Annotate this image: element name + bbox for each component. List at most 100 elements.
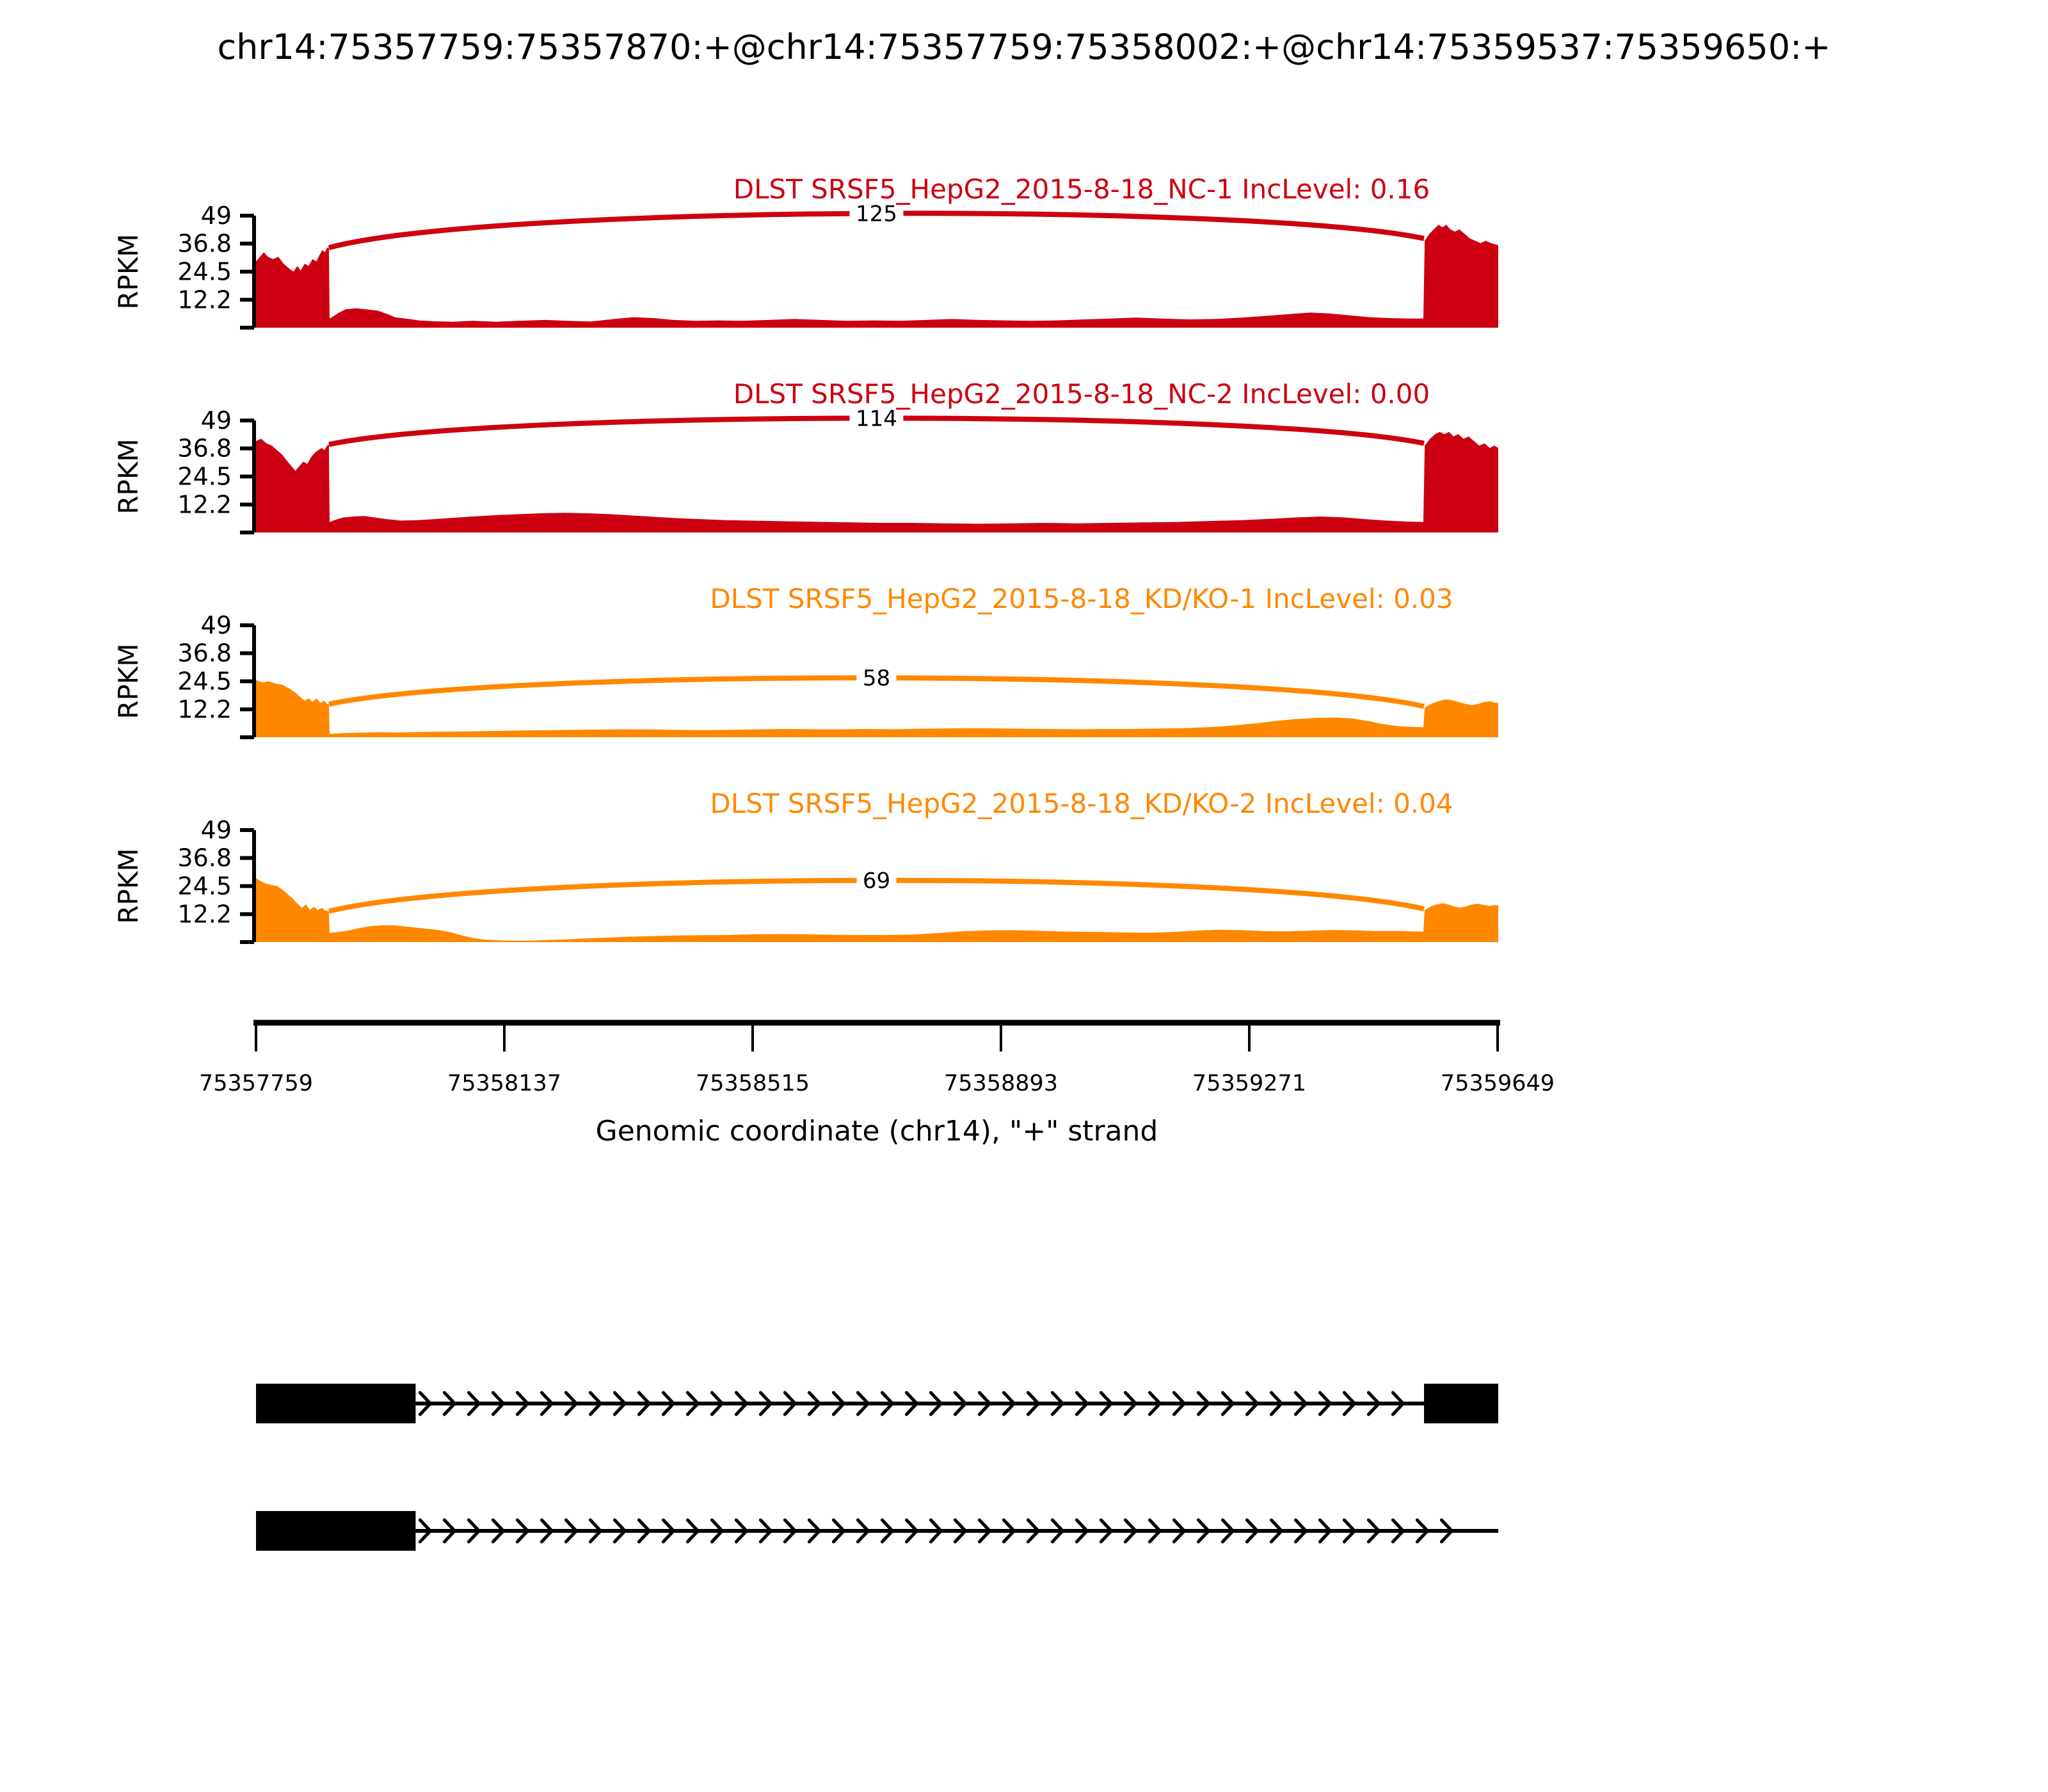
x-tick-label: 75358515 — [696, 1071, 810, 1096]
figure-title: chr14:75357759:75357870:+@chr14:75357759… — [217, 27, 1831, 67]
junction-count-label: 125 — [856, 201, 897, 227]
strand-arrow-icon — [710, 1391, 724, 1416]
y-tick-label: 36.8 — [177, 844, 232, 872]
strand-arrow-icon — [1050, 1518, 1065, 1544]
strand-arrow-icon — [515, 1518, 530, 1544]
strand-arrow-icon — [1050, 1391, 1065, 1416]
strand-arrow-icon — [1245, 1391, 1260, 1416]
junction-count-label: 114 — [856, 406, 897, 431]
strand-arrow-icon — [831, 1518, 846, 1544]
junction-count-label: 69 — [863, 868, 890, 894]
strand-arrow-icon — [467, 1391, 481, 1416]
strand-arrow-icon — [953, 1518, 968, 1544]
strand-arrow-icon — [1439, 1518, 1454, 1544]
junction-label-backing — [856, 865, 897, 896]
exon-box — [256, 1384, 416, 1423]
y-axis-title: RPKM — [113, 438, 144, 514]
exon-box — [256, 1511, 416, 1551]
strand-arrow-icon — [418, 1391, 433, 1416]
strand-arrow-icon — [977, 1518, 992, 1544]
strand-arrow-icon — [685, 1518, 700, 1544]
strand-arrow-icon — [977, 1391, 992, 1416]
strand-arrow-icon — [1366, 1518, 1381, 1544]
y-tick-label: 12.2 — [177, 490, 232, 518]
strand-arrow-icon — [929, 1391, 943, 1416]
strand-arrow-icon — [783, 1518, 797, 1544]
strand-arrow-icon — [1391, 1518, 1405, 1544]
strand-arrow-icon — [1342, 1391, 1357, 1416]
strand-arrow-icon — [491, 1391, 506, 1416]
strand-arrow-icon — [783, 1391, 797, 1416]
track-title: DLST SRSF5_HepG2_2015-8-18_NC-1 IncLevel… — [733, 173, 1430, 205]
coverage-area — [256, 680, 1498, 737]
y-tick-label: 12.2 — [177, 285, 232, 314]
strand-arrow-icon — [1172, 1391, 1187, 1416]
strand-arrow-icon — [442, 1391, 457, 1416]
strand-arrow-icon — [1196, 1518, 1211, 1544]
strand-arrow-icon — [588, 1391, 603, 1416]
y-tick-label: 24.5 — [177, 463, 232, 491]
x-tick-label: 75357759 — [199, 1071, 313, 1096]
x-tick-label: 75359649 — [1441, 1071, 1555, 1096]
y-tick-label: 49 — [201, 406, 232, 435]
strand-arrow-icon — [734, 1391, 749, 1416]
y-tick-label: 24.5 — [177, 258, 232, 286]
junction-label-backing — [849, 403, 904, 434]
strand-arrow-icon — [1269, 1518, 1284, 1544]
strand-arrow-icon — [1366, 1391, 1381, 1416]
y-tick-label: 24.5 — [177, 872, 232, 900]
y-axis-title: RPKM — [113, 643, 144, 719]
strand-arrow-icon — [564, 1391, 579, 1416]
y-tick-label: 12.2 — [177, 900, 232, 928]
strand-arrow-icon — [515, 1391, 530, 1416]
y-axis-title: RPKM — [113, 234, 144, 309]
strand-arrow-icon — [1318, 1518, 1332, 1544]
junction-label-backing — [856, 662, 897, 694]
strand-arrow-icon — [856, 1391, 870, 1416]
track-title: DLST SRSF5_HepG2_2015-8-18_KD/KO-2 IncLe… — [710, 788, 1453, 819]
strand-arrow-icon — [661, 1518, 676, 1544]
strand-arrow-icon — [540, 1518, 554, 1544]
strand-arrow-icon — [904, 1391, 919, 1416]
strand-arrow-icon — [540, 1391, 554, 1416]
transcript-1 — [256, 1384, 1499, 1423]
strand-arrow-icon — [1220, 1391, 1235, 1416]
junction-label-backing — [849, 198, 904, 229]
strand-arrow-icon — [1269, 1391, 1284, 1416]
y-tick-label: 36.8 — [177, 230, 232, 258]
strand-arrow-icon — [880, 1518, 895, 1544]
strand-arrow-icon — [685, 1391, 700, 1416]
strand-arrow-icon — [1293, 1391, 1308, 1416]
strand-arrow-icon — [831, 1391, 846, 1416]
strand-arrow-icon — [1293, 1518, 1308, 1544]
strand-arrow-icon — [758, 1391, 773, 1416]
strand-arrow-icon — [734, 1518, 749, 1544]
strand-arrow-icon — [1002, 1391, 1016, 1416]
strand-arrow-icon — [418, 1518, 433, 1544]
strand-arrow-icon — [807, 1391, 822, 1416]
strand-arrow-icon — [442, 1518, 457, 1544]
strand-arrow-icon — [1099, 1518, 1114, 1544]
strand-arrow-icon — [491, 1518, 506, 1544]
x-axis-group: 75357759 75358137 75358515 75358893 75359271… — [199, 1020, 1555, 1096]
coverage-area — [256, 431, 1498, 532]
exon-box — [1424, 1384, 1499, 1423]
strand-arrow-icon — [1002, 1518, 1016, 1544]
strand-arrow-icon — [612, 1518, 627, 1544]
strand-arrow-icon — [758, 1518, 773, 1544]
strand-arrow-icon — [661, 1391, 676, 1416]
strand-arrow-icon — [637, 1518, 652, 1544]
coverage-area — [256, 225, 1498, 328]
x-tick-label: 75358137 — [447, 1071, 561, 1096]
y-tick-label: 49 — [201, 202, 232, 230]
strand-arrow-icon — [1220, 1518, 1235, 1544]
strand-arrow-icon — [588, 1518, 603, 1544]
strand-arrow-icon — [1123, 1518, 1138, 1544]
strand-arrow-icon — [856, 1518, 870, 1544]
y-tick-label: 49 — [201, 611, 232, 639]
y-tick-label: 49 — [201, 816, 232, 844]
